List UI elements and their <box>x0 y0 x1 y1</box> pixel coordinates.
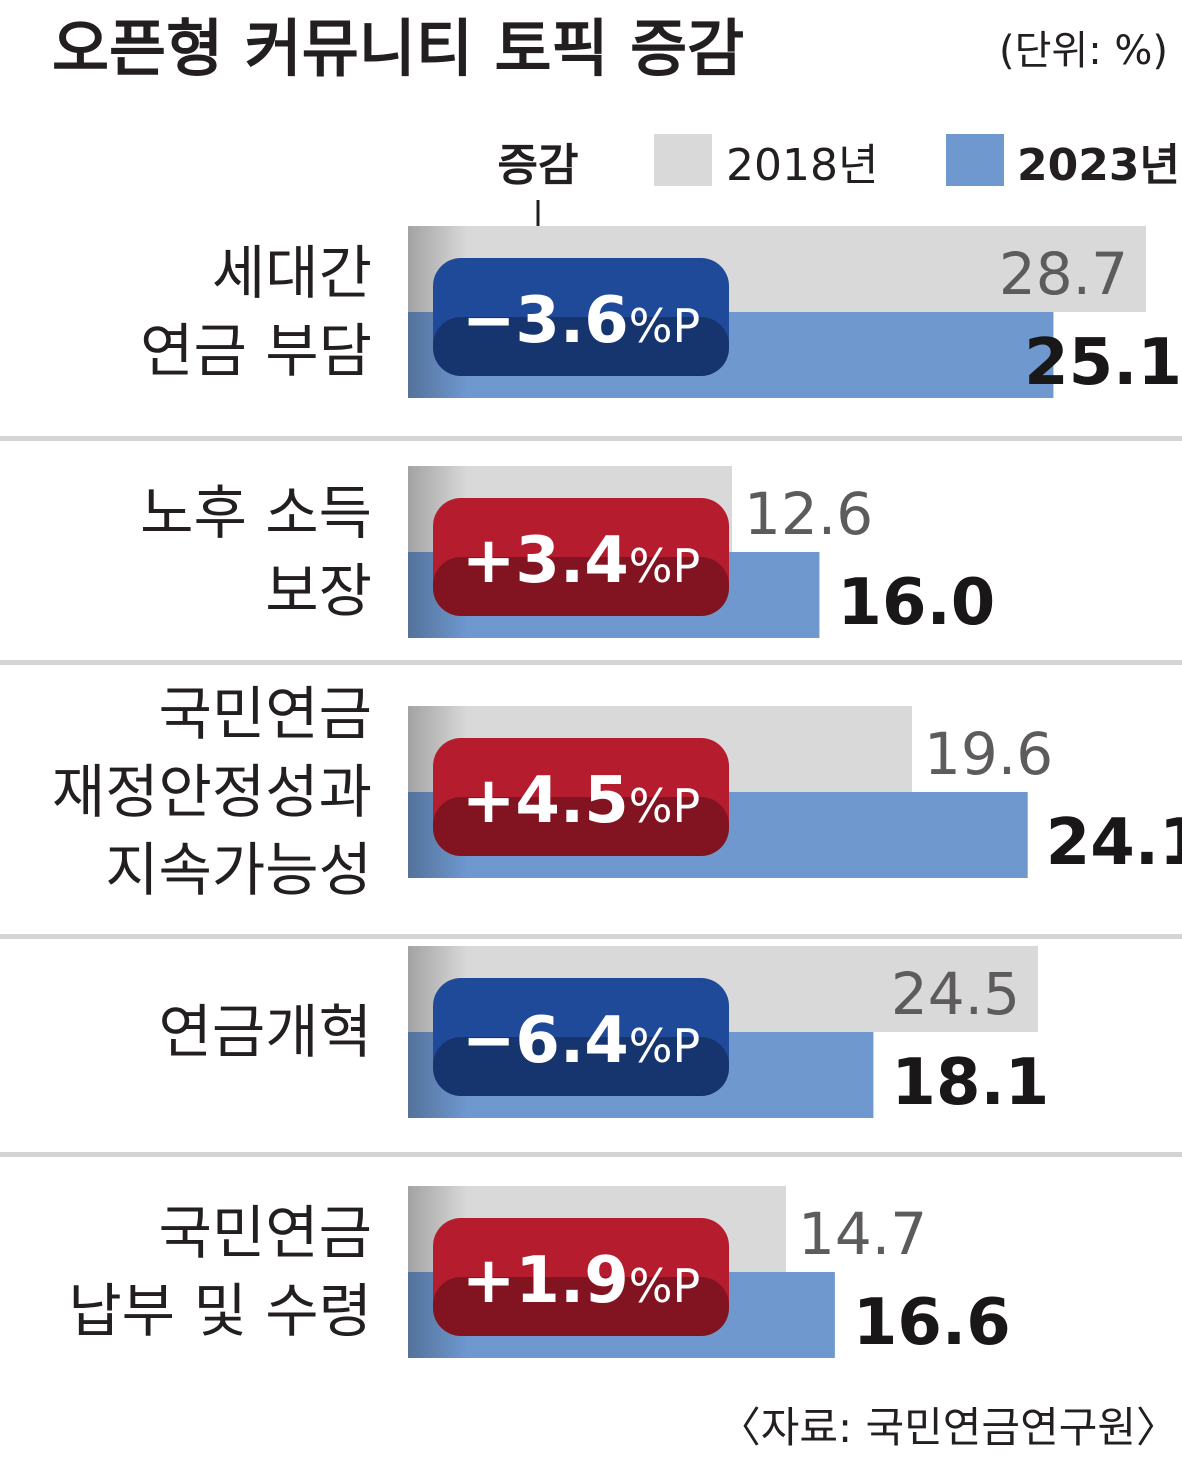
change-badge-shade-4 <box>433 1037 729 1096</box>
change-badge-5 <box>433 1218 729 1336</box>
unit-label: (단위: %) <box>999 28 1168 74</box>
bar-rows: 28.7 25.1 −3.6%P 세대간 연금 부담 12.6 16.0 +3.4%P 노후 소… <box>0 226 1182 1360</box>
row-divider-2 <box>0 660 1182 665</box>
legend-swatch-2018 <box>654 134 712 186</box>
change-badge-shade-5 <box>433 1277 729 1336</box>
category-label-5: 국민연금 납부 및 수령 <box>68 1199 372 1345</box>
change-badge-text-1: −3.6%P <box>462 284 700 358</box>
change-badge-3 <box>433 738 729 856</box>
value-2023-1: 25.1 <box>1024 326 1182 400</box>
legend-label-2023: 2023년 <box>1017 140 1180 191</box>
value-2018-2: 12.6 <box>744 480 873 548</box>
change-badge-4 <box>433 978 729 1096</box>
value-2018-5: 14.7 <box>798 1200 927 1268</box>
row-divider-1 <box>0 436 1182 441</box>
change-badge-text-5: +1.9%P <box>462 1244 700 1318</box>
value-2023-4: 18.1 <box>891 1046 1049 1120</box>
legend-swatch-2023 <box>946 134 1004 186</box>
category-label-3: 국민연금 재정안정성과 지속가능성 <box>52 680 372 904</box>
change-badge-shade-3 <box>433 797 729 856</box>
chart-title: 오픈형 커뮤니티 토픽 증감 <box>52 12 744 85</box>
change-badge-2 <box>433 498 729 616</box>
legend-change-label: 증감 <box>498 140 579 191</box>
category-label-1: 세대간 연금 부담 <box>140 239 372 385</box>
value-2018-1: 28.7 <box>999 240 1128 308</box>
change-badge-text-2: +3.4%P <box>462 524 700 598</box>
change-badge-shade-1 <box>433 317 729 376</box>
value-2018-3: 19.6 <box>924 720 1053 788</box>
row-divider-3 <box>0 934 1182 939</box>
change-badge-text-4: −6.4%P <box>462 1004 700 1078</box>
category-label-2: 노후 소득 보장 <box>140 479 372 625</box>
value-2023-5: 16.6 <box>853 1286 1011 1360</box>
value-2023-2: 16.0 <box>837 566 995 640</box>
legend: 증감 2018년 2023년 <box>498 134 1180 266</box>
row-divider-4 <box>0 1152 1182 1157</box>
change-badge-text-3: +4.5%P <box>462 764 700 838</box>
category-label-4: 연금개혁 <box>159 998 372 1066</box>
legend-label-2018: 2018년 <box>726 140 878 191</box>
value-2018-4: 24.5 <box>891 960 1020 1028</box>
change-badge-1 <box>433 258 729 376</box>
value-2023-3: 24.1 <box>1046 806 1182 880</box>
source-note: 〈자료: 국민연금연구원〉 <box>719 1403 1178 1452</box>
change-badge-shade-2 <box>433 557 729 616</box>
